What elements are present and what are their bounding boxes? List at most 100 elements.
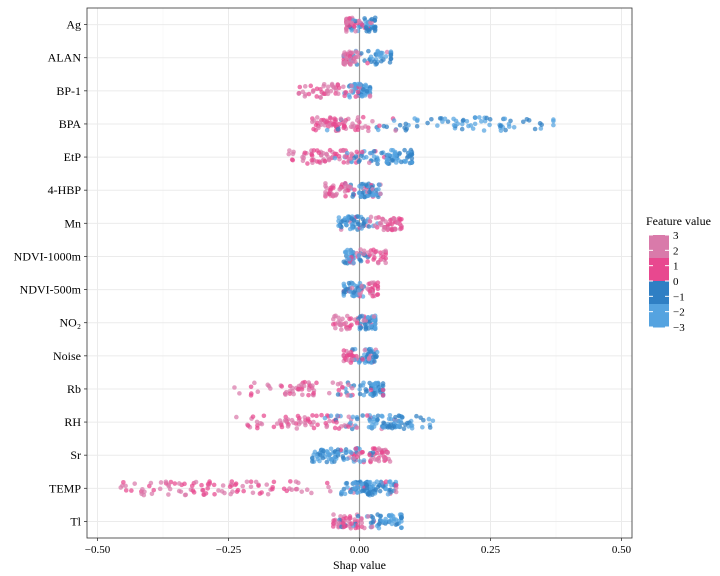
shap-point	[279, 422, 284, 428]
shap-point	[380, 387, 386, 393]
shap-point	[382, 519, 388, 524]
shap-point	[371, 154, 377, 159]
shap-point	[367, 218, 373, 224]
y-tick-label: Rb	[67, 382, 81, 396]
shap-point	[335, 127, 341, 132]
shap-point	[344, 480, 350, 486]
shap-point	[369, 524, 374, 530]
shap-point	[445, 119, 451, 124]
shap-point	[347, 289, 353, 295]
shap-point	[248, 479, 254, 484]
shap-point	[464, 119, 470, 124]
shap-point	[386, 152, 391, 158]
shap-point	[256, 483, 261, 488]
shap-point	[385, 157, 390, 163]
shap-point	[350, 124, 355, 130]
shap-point	[327, 147, 333, 153]
shap-point	[321, 91, 327, 97]
shap-point	[140, 487, 145, 492]
shap-point	[389, 158, 395, 163]
shap-point	[311, 148, 317, 153]
shap-point	[368, 323, 374, 329]
shap-point	[359, 22, 365, 28]
shap-point	[355, 214, 360, 219]
shap-point	[370, 118, 375, 124]
shap-point	[342, 62, 348, 67]
shap-point	[325, 84, 331, 90]
shap-point	[349, 20, 355, 26]
shap-point	[366, 128, 371, 134]
y-tick-label: EtP	[64, 150, 82, 164]
shap-point	[328, 88, 334, 94]
shap-point	[330, 192, 336, 198]
shap-point	[310, 459, 315, 464]
shap-point	[371, 424, 377, 429]
shap-point	[408, 423, 414, 428]
shap-point	[287, 148, 292, 153]
shap-point	[384, 124, 390, 130]
shap-point	[356, 253, 362, 258]
shap-point	[342, 423, 347, 428]
shap-point	[355, 513, 361, 519]
legend-title: Feature value	[646, 214, 711, 228]
shap-point	[227, 484, 233, 490]
shap-point	[311, 126, 316, 132]
shap-point	[341, 524, 347, 530]
shap-point	[228, 491, 233, 497]
shap-point	[382, 456, 387, 461]
shap-point	[360, 449, 365, 455]
shap-point	[309, 152, 314, 157]
shap-point	[349, 83, 354, 89]
shap-point	[346, 358, 351, 363]
y-tick-label: 4-HBP	[48, 183, 82, 197]
shap-point	[344, 353, 350, 359]
shap-point	[332, 425, 338, 431]
shap-point	[539, 122, 544, 127]
shap-point	[359, 153, 364, 158]
shap-point	[347, 16, 352, 21]
shap-point	[350, 414, 356, 420]
shap-point	[290, 385, 295, 391]
shap-point	[345, 456, 350, 462]
shap-point	[344, 150, 350, 156]
shap-point	[370, 293, 376, 299]
legend-color-segment	[649, 281, 669, 305]
shap-point	[358, 247, 363, 252]
legend-colorbar	[649, 235, 669, 328]
shap-point	[346, 256, 352, 262]
shap-point	[323, 420, 329, 426]
shap-point	[305, 161, 310, 166]
legend-label: 0	[673, 276, 679, 288]
shap-point	[264, 482, 270, 487]
shap-point	[377, 123, 382, 129]
shap-point	[297, 415, 302, 421]
shap-point	[306, 91, 312, 97]
shap-point	[309, 157, 315, 163]
shap-point	[336, 215, 342, 220]
shap-point	[346, 280, 352, 286]
shap-point	[347, 226, 353, 232]
shap-point	[357, 446, 362, 452]
shap-point	[479, 119, 484, 124]
shap-point	[370, 450, 376, 455]
shap-point	[425, 120, 430, 126]
shap-point	[233, 481, 239, 486]
shap-point	[370, 446, 376, 451]
shap-point	[193, 479, 199, 485]
shap-point	[316, 125, 321, 131]
shap-point	[360, 383, 366, 388]
shap-point	[279, 384, 285, 389]
shap-point	[365, 193, 371, 199]
shap-point	[383, 248, 389, 254]
shap-point	[332, 455, 337, 460]
shap-point	[271, 479, 277, 485]
x-tick-label: 0.50	[612, 544, 632, 556]
shap-point	[315, 422, 320, 428]
shap-point	[388, 56, 394, 62]
shap-point	[367, 189, 372, 195]
shap-point	[364, 485, 370, 491]
y-tick-label: RH	[64, 415, 81, 429]
shap-point	[338, 186, 343, 191]
shap-point	[334, 413, 340, 419]
